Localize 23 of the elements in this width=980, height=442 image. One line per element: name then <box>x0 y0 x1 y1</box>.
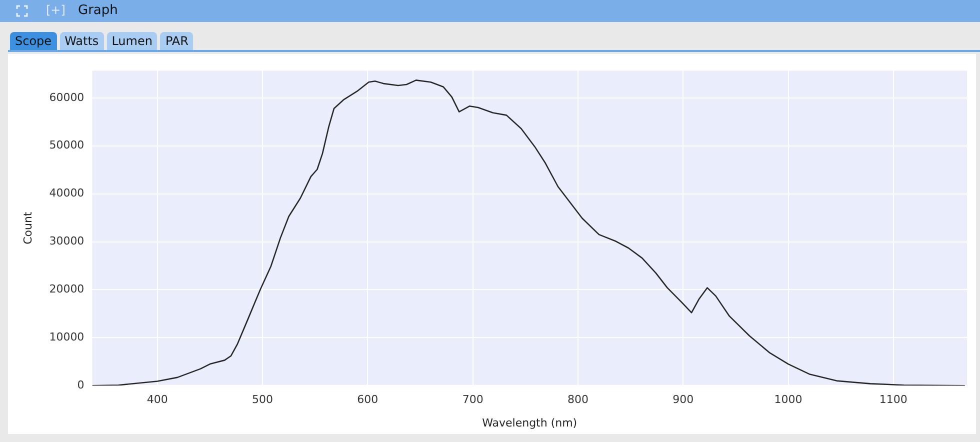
text: Lumen <box>106 32 158 50</box>
x-tick-label: 500 <box>252 393 274 406</box>
y-tick-label: 50000 <box>49 138 84 152</box>
y-tick-label: 60000 <box>49 90 84 104</box>
text: [+] <box>46 3 66 17</box>
x-tick-label: 600 <box>357 393 378 406</box>
x-tick-label: 700 <box>462 393 484 406</box>
text: Scope <box>10 32 57 50</box>
chart-title: Graph <box>78 3 118 18</box>
x-tick-label: 1000 <box>774 393 802 406</box>
x-axis-title: Wavelength (nm) <box>482 416 578 430</box>
x-tick-label: 400 <box>146 393 168 406</box>
y-tick-label: 40000 <box>49 186 84 200</box>
x-tick-label: 800 <box>567 393 588 406</box>
y-tick-label: 10000 <box>49 330 84 344</box>
text: PAR <box>160 32 194 50</box>
y-tick-label: 0 <box>77 378 84 392</box>
y-tick-label: 20000 <box>49 282 84 296</box>
x-tick-label: 900 <box>672 393 694 406</box>
y-tick-label: 30000 <box>49 234 84 248</box>
y-axis-title: Count <box>21 211 34 244</box>
x-tick-label: 1100 <box>879 393 908 406</box>
text: Watts <box>60 32 104 50</box>
